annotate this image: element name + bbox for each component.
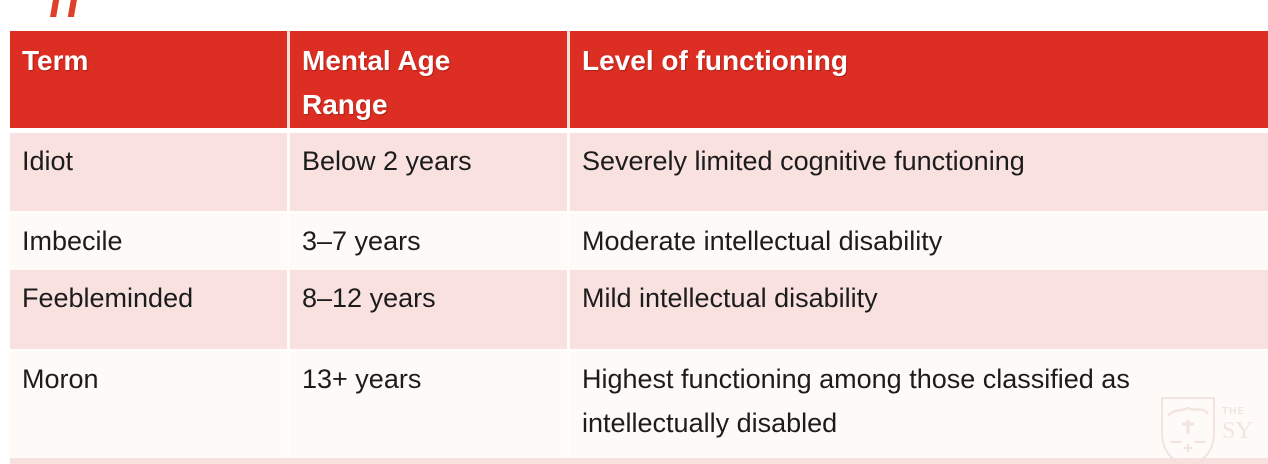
watermark-text-sy: SY [1222,418,1253,444]
table-header-row: Term Mental Age Range Level of functioni… [10,31,1268,128]
watermark-text-the: THE [1222,406,1245,417]
level-value: Severely limited cognitive functioning [582,146,1025,176]
header-cell-level-of-functioning: Level of functioning [570,31,1268,128]
cell-term: Feebleminded [10,270,290,349]
next-row-edge-strip [10,458,1268,464]
header-label-mental-age-range: Mental Age Range [302,45,451,120]
university-watermark: THE SY [1158,394,1268,464]
cell-mental-age-range: Below 2 years [290,133,570,211]
table-row-moron: Moron 13+ years Highest functioning amon… [10,351,1268,458]
range-value: Below 2 years [302,146,472,176]
university-crest-icon [1161,397,1215,464]
cell-level-of-functioning: Highest functioning among those classifi… [570,351,1268,458]
header-label-level-of-functioning: Level of functioning [582,45,848,76]
range-value: 8–12 years [302,283,436,313]
cell-mental-age-range: 3–7 years [290,213,570,270]
disability-terms-table: Term Mental Age Range Level of functioni… [10,31,1268,458]
range-value: 13+ years [302,364,422,394]
term-value: Idiot [22,146,74,176]
term-value: Moron [22,364,99,394]
table-row-feebleminded: Feebleminded 8–12 years Mild intellectua… [10,270,1268,351]
cell-level-of-functioning: Moderate intellectual disability [570,213,1268,270]
term-value: Imbecile [22,226,123,256]
term-value: Feebleminded [22,283,194,313]
cell-level-of-functioning: Mild intellectual disability [570,270,1268,349]
cell-mental-age-range: 8–12 years [290,270,570,349]
cell-term: Moron [10,351,290,458]
level-value: Highest functioning among those classifi… [582,364,1130,438]
range-value: 3–7 years [302,226,421,256]
table-row-imbecile: Imbecile 3–7 years Moderate intellectual… [10,213,1268,270]
table-row-idiot: Idiot Below 2 years Severely limited cog… [10,133,1268,213]
level-value: Mild intellectual disability [582,283,878,313]
cell-mental-age-range: 13+ years [290,351,570,458]
header-cell-mental-age-range: Mental Age Range [290,31,570,128]
clipped-title-fragment: ff [50,0,86,16]
header-label-term: Term [22,45,89,76]
header-cell-term: Term [10,31,290,128]
watermark-text: THE SY [1222,406,1253,444]
cell-term: Idiot [10,133,290,211]
table-body: Idiot Below 2 years Severely limited cog… [10,133,1268,458]
level-value: Moderate intellectual disability [582,226,943,256]
cell-term: Imbecile [10,213,290,270]
cell-level-of-functioning: Severely limited cognitive functioning [570,133,1268,211]
